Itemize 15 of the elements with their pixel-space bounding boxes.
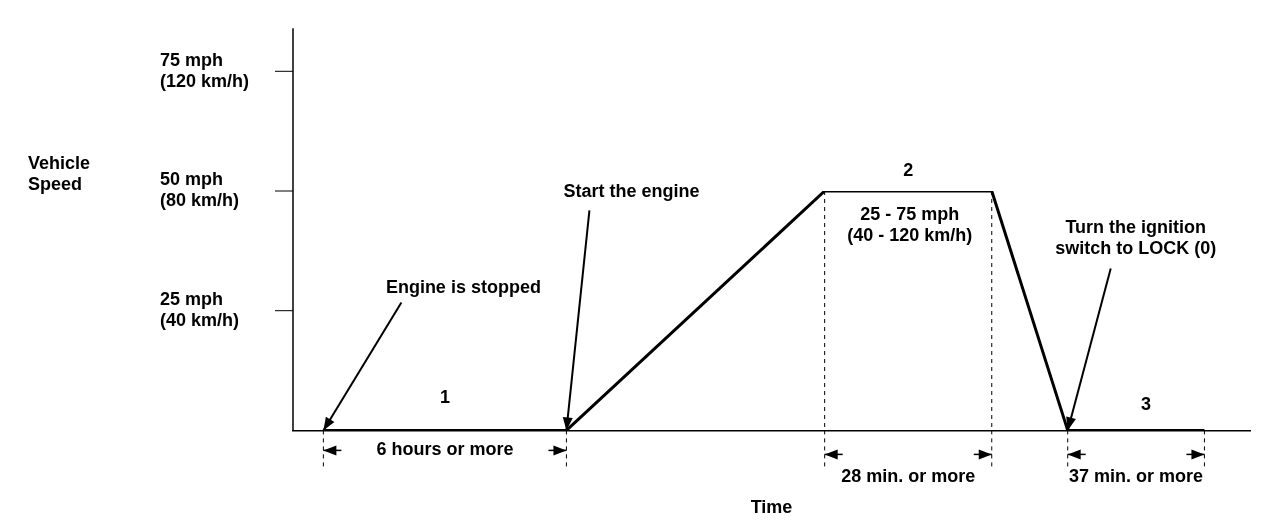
text: 37 min. or more <box>1069 466 1204 487</box>
text: 50 mph (80 km/h) <box>160 169 240 211</box>
text: 75 mph (120 km/h) <box>160 49 250 91</box>
text: 2 <box>903 159 914 180</box>
annotation: Turn the ignition switch to LOCK (0) <box>1055 216 1217 258</box>
text: Vehicle Speed <box>28 152 91 194</box>
annotation: 3 <box>1141 394 1152 415</box>
x-axis-title: Time <box>750 497 793 518</box>
text: 28 min. or more <box>841 466 976 487</box>
annotation: 25 - 75 mph (40 - 120 km/h) <box>847 204 973 246</box>
text: 25 mph (40 km/h) <box>160 289 240 331</box>
annotation: 1 <box>439 387 450 408</box>
annotation: Engine is stopped <box>385 277 541 298</box>
text: 6 hours or more <box>376 439 514 460</box>
annotation: Start the engine <box>563 181 700 202</box>
